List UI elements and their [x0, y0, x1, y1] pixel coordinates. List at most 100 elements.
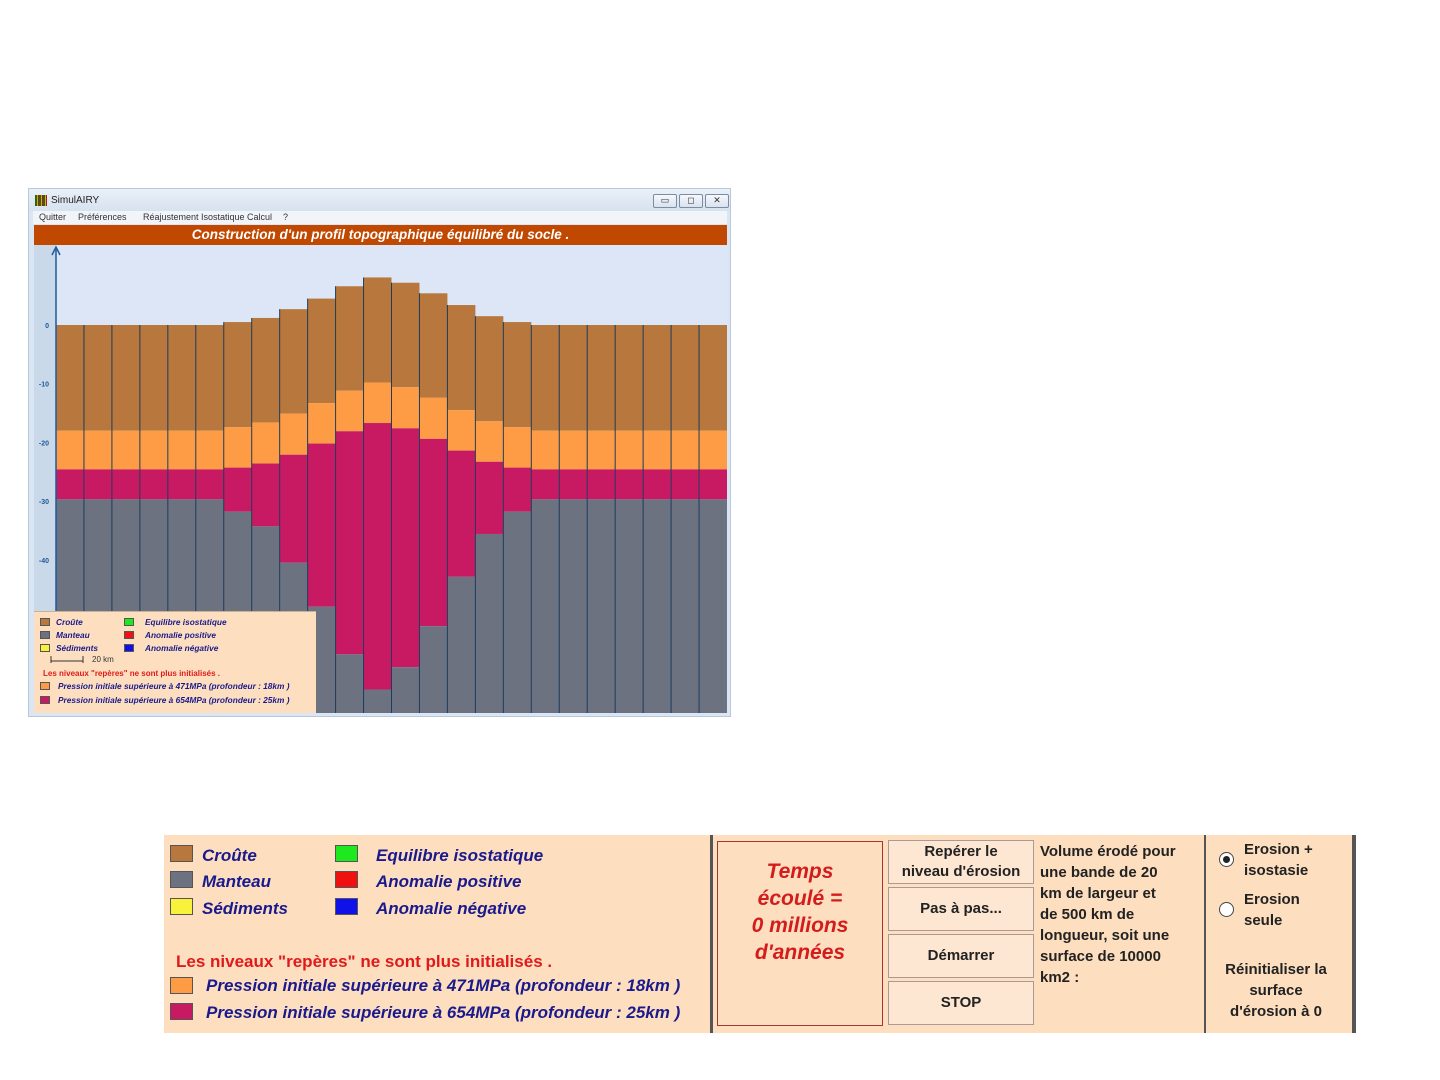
mini-label-pressure1: Pression initiale supérieure à 471MPa (p… [58, 681, 290, 691]
menu-calcul[interactable]: Calcul [247, 212, 273, 222]
mini-swatch-croute [40, 618, 50, 626]
column-3-layer2 [139, 469, 168, 500]
radio-erosion-isostasie[interactable] [1219, 852, 1234, 867]
reset-line-2: surface [1249, 982, 1303, 999]
column-4-layer2 [167, 469, 196, 500]
column-1-layer1 [83, 430, 112, 470]
column-2-layer2 [111, 469, 140, 500]
y-axis-band [34, 245, 56, 713]
column-13-layer1 [419, 397, 448, 439]
volume-line-7: km2 : [1040, 969, 1080, 986]
panel-right-edge [1352, 835, 1356, 1033]
column-12-mantle [391, 667, 420, 713]
label-anomalie-positive: Anomalie positive [376, 872, 522, 891]
mini-legend: Croûte Manteau Sédiments Equilibre isost… [34, 611, 316, 713]
volume-info: Volume érodé pour une bande de 20 km de … [1040, 841, 1205, 988]
menu-reajustement[interactable]: Réajustement Isostatique [143, 212, 245, 222]
column-20-mantle [615, 499, 644, 713]
mini-swatch-manteau [40, 631, 50, 639]
radio-divider [1204, 835, 1206, 1033]
panel-divider [710, 835, 713, 1033]
swatch-equilibre [335, 845, 358, 862]
column-16-layer1 [503, 427, 532, 468]
column-14-mantle [447, 576, 476, 713]
mini-label-manteau: Manteau [56, 630, 90, 640]
swatch-pressure2 [170, 1003, 193, 1020]
column-1-crust [83, 325, 112, 431]
column-19-crust [587, 325, 616, 431]
y-tick-label: 0 [45, 323, 49, 330]
menu-quitter[interactable]: Quitter [39, 212, 67, 222]
column-23-layer1 [699, 430, 727, 470]
mini-swatch-pressure1 [40, 682, 50, 690]
column-8-layer1 [279, 413, 308, 455]
column-11-crust [363, 277, 392, 383]
mini-label-anomalie-positive: Anomalie positive [145, 630, 217, 640]
swatch-pressure1 [170, 977, 193, 994]
y-tick-label: -40 [39, 558, 49, 565]
column-14-layer1 [447, 410, 476, 451]
menu-preferences[interactable]: Préférences [78, 212, 127, 222]
column-10-crust [335, 286, 364, 391]
column-8-layer2 [279, 454, 308, 563]
column-15-layer2 [475, 461, 504, 534]
column-7-crust [251, 317, 280, 423]
volume-line-5: longueur, soit une [1040, 927, 1170, 944]
reperer-line-2: niveau d'érosion [901, 863, 1021, 880]
column-17-layer1 [531, 430, 560, 470]
column-7-layer2 [251, 463, 280, 527]
label-croute: Croûte [202, 846, 257, 865]
column-13-mantle [419, 626, 448, 713]
control-panel: Croûte Manteau Sédiments Equilibre isost… [164, 835, 1356, 1033]
volume-line-1: Volume érodé pour [1040, 843, 1176, 860]
column-4-crust [167, 325, 196, 431]
column-15-mantle [475, 533, 504, 713]
label-manteau: Manteau [202, 872, 271, 891]
mini-label-equilibre: Equilibre isostatique [145, 617, 227, 627]
volume-line-4: de 500 km de [1040, 906, 1135, 923]
mini-warning: Les niveaux "repères" ne sont plus initi… [43, 669, 220, 678]
radio-erosion-seule-label[interactable]: Erosion seule [1244, 889, 1300, 931]
mini-swatch-anomalie-negative [124, 644, 134, 652]
stop-button[interactable]: STOP [888, 981, 1034, 1025]
mini-label-anomalie-negative: Anomalie négative [145, 643, 219, 653]
volume-line-3: km de largeur et [1040, 885, 1156, 902]
maximize-icon[interactable]: ◻ [679, 194, 703, 208]
column-18-crust [559, 325, 588, 431]
scale-label: 20 km [92, 655, 114, 664]
column-22-layer2 [671, 469, 700, 500]
column-14-layer2 [447, 450, 476, 577]
swatch-croute [170, 845, 193, 862]
label-equilibre: Equilibre isostatique [376, 846, 544, 865]
label-anomalie-negative: Anomalie négative [376, 899, 527, 918]
column-7-layer1 [251, 422, 280, 464]
column-3-layer1 [139, 430, 168, 470]
column-10-layer1 [335, 390, 364, 432]
app-icon [35, 195, 47, 206]
column-9-layer2 [307, 443, 336, 607]
column-21-layer1 [643, 430, 672, 470]
menu-help[interactable]: ? [283, 212, 289, 222]
time-line-3: 0 millions [751, 914, 849, 937]
swatch-manteau [170, 871, 193, 888]
radio-erosion-seule[interactable] [1219, 902, 1234, 917]
swatch-anomalie-negative [335, 898, 358, 915]
reperer-erosion-button[interactable]: Repérer le niveau d'érosion [888, 840, 1034, 884]
demarrer-button[interactable]: Démarrer [888, 934, 1034, 978]
radio-erosion-isostasie-label[interactable]: Erosion + isostasie [1244, 839, 1313, 881]
reset-erosion-surface[interactable]: Réinitialiser la surface d'érosion à 0 [1211, 959, 1341, 1022]
y-tick-label: -20 [39, 440, 49, 447]
close-icon[interactable]: ✕ [705, 194, 729, 208]
pas-a-pas-button[interactable]: Pas à pas... [888, 887, 1034, 931]
column-17-crust [531, 325, 560, 431]
mini-swatch-equilibre [124, 618, 134, 626]
column-11-layer2 [363, 423, 392, 690]
client-area: Construction d'un profil topographique é… [34, 225, 727, 713]
column-3-crust [139, 325, 168, 431]
radio2-line-1: Erosion [1244, 891, 1300, 908]
column-15-crust [475, 316, 504, 422]
column-0-layer2 [56, 469, 84, 500]
column-18-layer2 [559, 469, 588, 500]
mini-swatch-pressure2 [40, 696, 50, 704]
minimize-icon[interactable]: ▭ [653, 194, 677, 208]
